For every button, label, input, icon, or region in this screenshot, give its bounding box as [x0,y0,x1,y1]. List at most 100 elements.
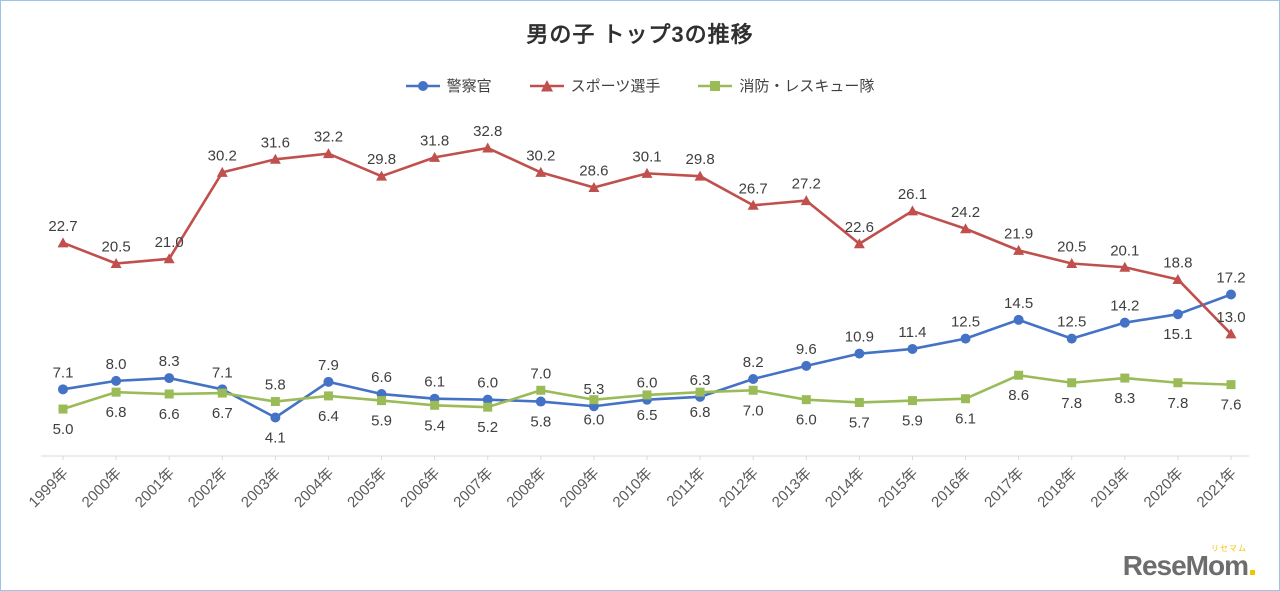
data-point-triangle [376,170,388,181]
x-axis-label: 2005年 [344,465,390,511]
data-label: 21.9 [1004,225,1033,242]
data-label: 13.0 [1216,309,1245,326]
legend-item-rescue: 消防・レスキュー隊 [698,75,874,96]
legend-label: 消防・レスキュー隊 [739,78,875,95]
data-point-circle [960,333,971,344]
x-axis-label: 2015年 [875,465,921,511]
data-label: 8.0 [106,356,127,373]
data-label: 20.5 [101,239,130,256]
data-point-circle [58,384,68,395]
data-label: 5.2 [477,419,498,436]
data-point-square [1067,378,1077,388]
data-point-square [483,402,493,412]
data-label: 21.0 [155,234,184,251]
data-label: 29.8 [685,151,714,168]
x-axis-label: 2016年 [928,465,974,511]
data-point-triangle [641,167,653,178]
data-point-square [217,388,227,398]
data-point-triangle [535,166,547,177]
data-label: 5.9 [371,413,392,430]
data-point-triangle [694,170,706,181]
data-label: 7.8 [1061,395,1082,412]
x-axis-label: 2013年 [769,465,815,511]
data-point-triangle [1225,328,1237,339]
data-label: 6.7 [212,405,233,422]
legend: 警察官 スポーツ選手 消防・レスキュー隊 [1,75,1279,96]
data-point-circle [907,343,918,354]
legend-item-athlete: スポーツ選手 [529,75,661,96]
data-label: 12.5 [951,314,980,331]
data-label: 10.9 [845,329,874,346]
x-axis-label: 2014年 [822,465,868,511]
data-point-triangle [269,153,281,164]
data-label: 26.7 [739,180,768,197]
data-label: 31.6 [261,134,290,151]
legend-label: スポーツ選手 [570,78,661,95]
x-axis-label: 2018年 [1034,465,1080,511]
data-point-square [58,404,68,414]
data-label: 6.1 [955,411,976,428]
data-point-circle [1226,289,1236,300]
data-point-square [270,397,280,407]
data-label: 7.9 [318,357,339,374]
data-label: 30.2 [208,147,237,164]
data-point-triangle [429,151,441,162]
x-axis-label: 2019年 [1087,465,1133,511]
data-point-square [907,396,917,406]
x-axis-label: 2010年 [610,465,656,511]
data-label: 6.6 [159,406,180,423]
data-point-square [377,396,387,406]
data-point-triangle [588,181,600,192]
data-label: 5.9 [902,413,923,430]
data-label: 15.1 [1163,326,1192,343]
data-label: 8.2 [743,354,764,371]
data-point-square [961,394,971,404]
legend-label: 警察官 [446,78,492,95]
data-point-triangle [853,238,865,249]
data-label: 32.2 [314,129,343,146]
data-point-triangle [216,166,228,177]
data-point-square [1226,380,1236,390]
data-label: 6.3 [690,372,711,389]
data-point-square [111,387,121,397]
x-axis-label: 2021年 [1194,465,1240,511]
data-point-triangle [906,205,918,216]
data-point-triangle [110,258,122,269]
data-point-triangle [482,142,494,153]
logo-ruby-text: リセマム [1211,544,1247,553]
data-label: 14.2 [1110,298,1139,315]
data-point-circle [164,373,175,384]
data-point-square [748,385,758,395]
chart-title: 男の子 トップ3の推移 [526,22,754,47]
x-axis-label: 2017年 [981,465,1027,511]
data-label: 7.1 [212,364,233,381]
data-point-square [695,387,705,397]
data-label: 17.2 [1216,269,1245,286]
data-label: 6.1 [424,374,445,391]
line-triangle-marker-icon [529,79,564,91]
line-square-marker-icon [698,80,733,91]
data-point-circle [535,396,546,407]
data-point-square [642,390,652,400]
x-axis-label: 2000年 [79,465,125,511]
x-axis-label: 2007年 [450,465,496,511]
x-axis-label: 2003年 [238,465,284,511]
data-label: 30.2 [526,147,555,164]
data-point-triangle [1066,258,1078,269]
data-point-square [854,397,864,407]
data-label: 27.2 [792,176,821,193]
data-point-square [164,389,174,399]
legend-item-police: 警察官 [405,75,492,96]
data-label: 12.5 [1057,314,1086,331]
data-label: 6.0 [637,375,658,392]
data-point-circle [1172,309,1183,320]
data-point-square [801,395,811,405]
data-point-circle [482,394,493,405]
data-label: 6.0 [796,412,817,429]
data-label: 5.8 [530,414,551,431]
data-label: 7.0 [743,402,764,419]
x-axis-label: 2009年 [557,465,603,511]
data-point-square [1014,370,1024,380]
data-point-circle [1066,333,1077,344]
